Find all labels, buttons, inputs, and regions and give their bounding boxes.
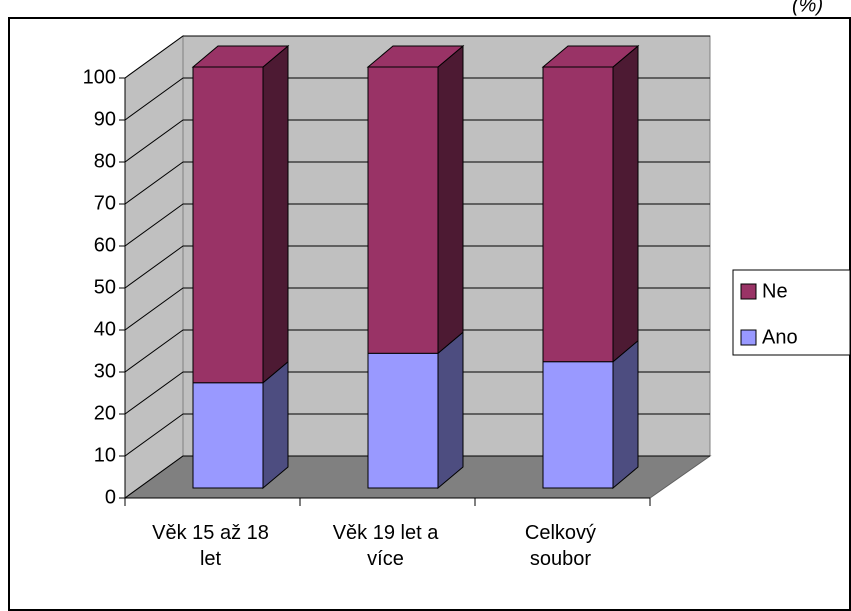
bar-front: [192, 66, 264, 384]
grid-line: [124, 371, 710, 415]
grid-line: [124, 203, 710, 247]
grid-line: [124, 245, 710, 289]
x-tick-label: Celkový soubor: [524, 522, 597, 570]
grid-line: [124, 119, 710, 163]
legend-swatch: [740, 329, 757, 346]
bar-side: [262, 360, 289, 490]
bar-front: [542, 66, 614, 363]
bar-segment: [191, 44, 290, 384]
bar-segment: [367, 331, 464, 490]
y-tick-label: 10: [94, 444, 116, 466]
bar-front: [367, 66, 439, 354]
x-tick-label: Věk 15 až 18 let: [152, 522, 269, 570]
bar-segment: [542, 339, 639, 490]
plot: [124, 35, 710, 499]
bar-side: [437, 331, 464, 490]
grid-line: [124, 35, 710, 79]
bar-side: [612, 44, 639, 363]
y-tick-label: 20: [94, 402, 116, 424]
bar-side: [262, 44, 289, 384]
y-tick-label: 50: [94, 276, 116, 298]
grid-line: [124, 77, 710, 121]
y-tick-label: 90: [94, 108, 116, 130]
bar-segment: [541, 44, 640, 363]
y-tick-label: 80: [94, 150, 116, 172]
bar-side: [437, 44, 464, 355]
grid-line: [124, 329, 710, 373]
bar-side: [612, 339, 639, 490]
bar-front: [542, 361, 614, 489]
chart-title: (%): [792, 0, 823, 16]
y-tick-label: 100: [83, 66, 116, 88]
bar-front: [192, 382, 264, 489]
y-tick-label: 40: [94, 318, 116, 340]
grid-line: [124, 161, 710, 205]
grid-line: [124, 287, 710, 331]
bar-top: [366, 45, 465, 68]
y-tick-label: 60: [94, 234, 116, 256]
legend-swatch: [740, 283, 757, 300]
legend-label: Ano: [762, 326, 798, 348]
legend-label: Ne: [762, 280, 788, 302]
x-tick-label: Věk 19 let a více: [332, 522, 439, 570]
grid-line: [124, 413, 710, 457]
bar-segment: [192, 360, 289, 490]
bar-top: [191, 45, 290, 68]
y-tick-label: 30: [94, 360, 116, 382]
bar-segment: [366, 44, 465, 355]
grid-line: [124, 455, 710, 499]
bar-front: [367, 352, 439, 489]
y-tick-label: 70: [94, 192, 116, 214]
y-tick-label: 0: [105, 486, 116, 508]
bar-top: [541, 45, 640, 68]
